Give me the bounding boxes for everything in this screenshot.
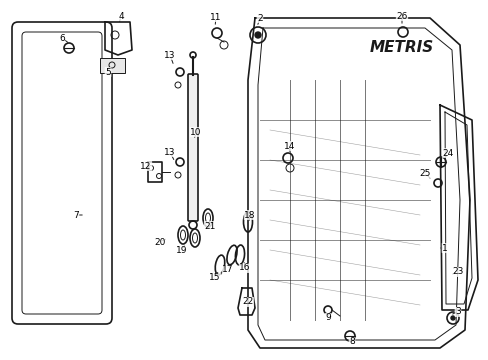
Text: 25: 25 <box>418 168 430 177</box>
Text: 12: 12 <box>140 162 151 171</box>
Polygon shape <box>100 58 125 73</box>
Text: 26: 26 <box>395 12 407 21</box>
Text: 24: 24 <box>442 149 453 158</box>
Text: 6: 6 <box>59 33 65 42</box>
Text: 15: 15 <box>209 274 220 283</box>
Text: 8: 8 <box>348 338 354 346</box>
Circle shape <box>254 32 261 38</box>
Text: 13: 13 <box>164 50 175 59</box>
Text: 20: 20 <box>154 238 165 247</box>
Text: 22: 22 <box>242 297 253 306</box>
Text: 1: 1 <box>441 243 447 252</box>
Text: 10: 10 <box>190 127 202 136</box>
Text: 3: 3 <box>454 307 460 316</box>
Text: 21: 21 <box>204 221 215 230</box>
Text: 11: 11 <box>210 13 221 22</box>
FancyBboxPatch shape <box>187 74 198 221</box>
Text: 18: 18 <box>244 211 255 220</box>
Text: METRIS: METRIS <box>369 40 433 55</box>
Text: 19: 19 <box>176 246 187 255</box>
Circle shape <box>450 316 454 320</box>
Text: 23: 23 <box>451 267 463 276</box>
Text: 17: 17 <box>222 266 233 274</box>
Text: 5: 5 <box>105 68 111 77</box>
Text: 7: 7 <box>73 211 79 220</box>
Text: 13: 13 <box>164 148 175 157</box>
Text: 16: 16 <box>239 264 250 273</box>
Text: 4: 4 <box>118 12 123 21</box>
Text: 2: 2 <box>257 14 262 23</box>
Text: 9: 9 <box>325 314 330 323</box>
Text: 14: 14 <box>284 141 295 150</box>
